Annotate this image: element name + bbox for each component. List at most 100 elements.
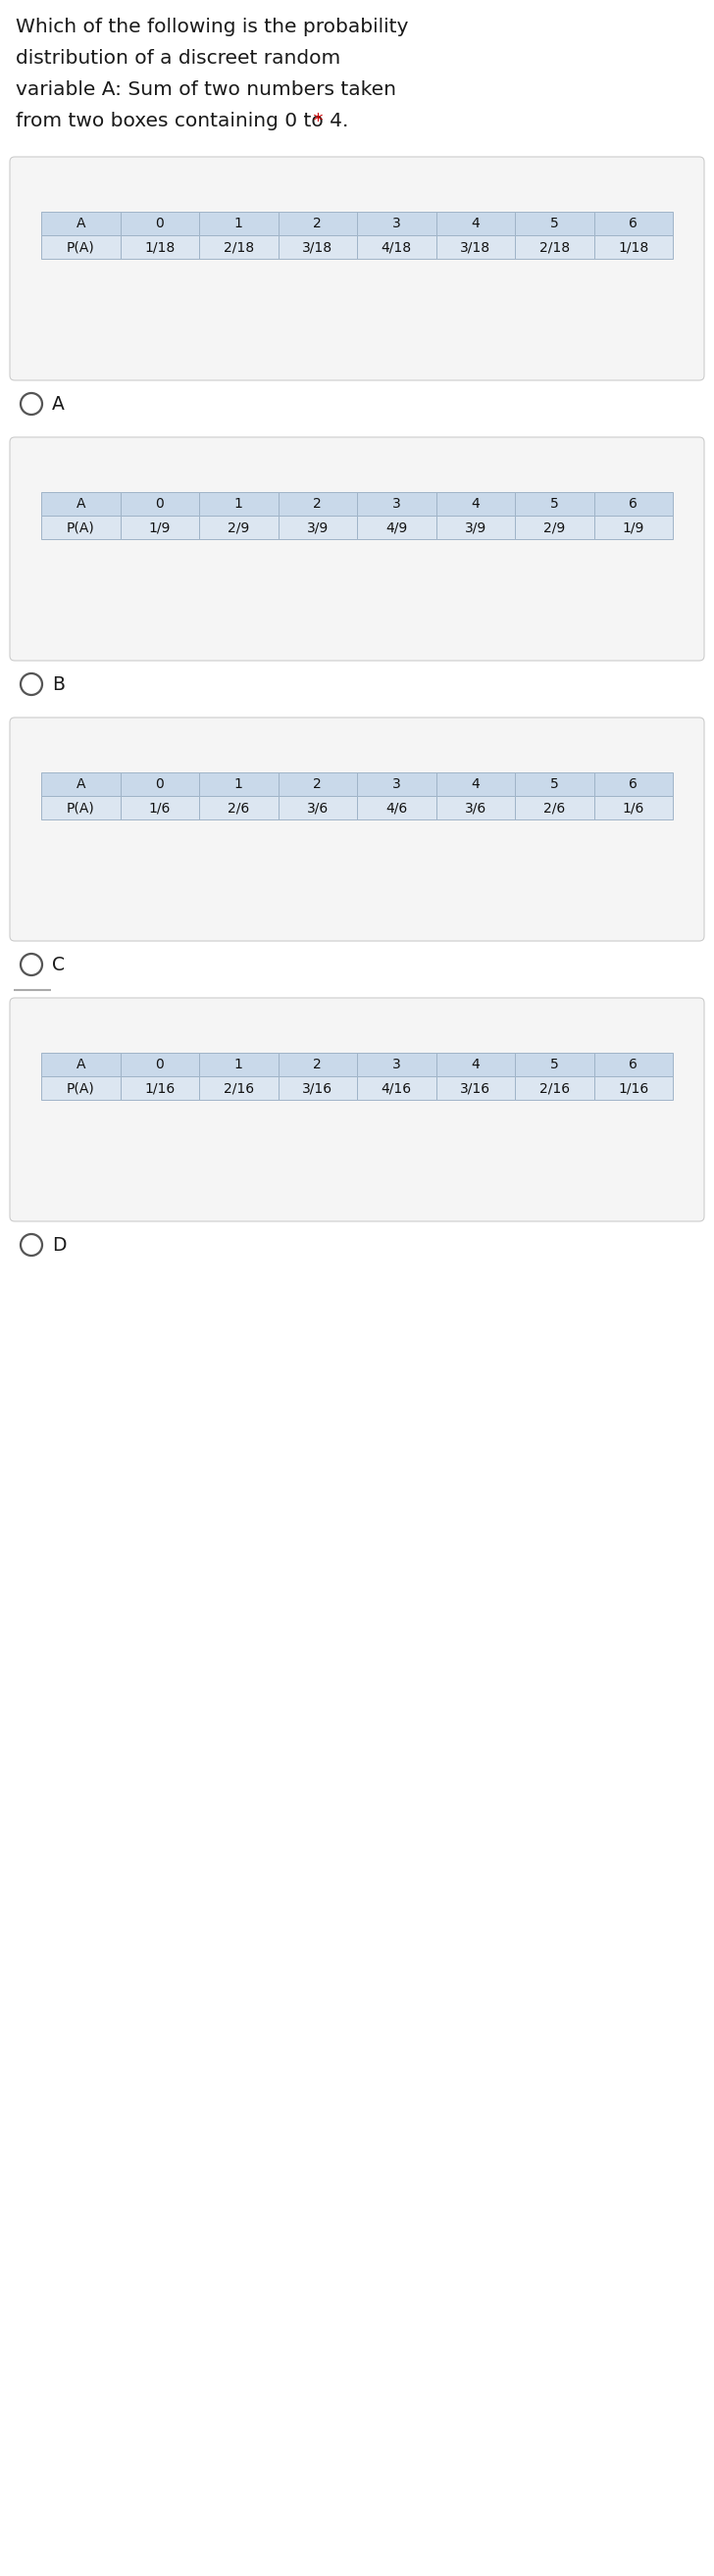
Text: 2: 2	[313, 1059, 322, 1072]
Bar	[515, 492, 594, 515]
Text: 5: 5	[550, 1059, 558, 1072]
Bar	[199, 796, 278, 819]
Text: A: A	[76, 1059, 86, 1072]
Text: 2: 2	[313, 497, 322, 510]
Bar	[515, 1077, 594, 1100]
Text: C: C	[52, 956, 65, 974]
Text: P(A): P(A)	[66, 520, 95, 533]
Text: 1: 1	[234, 1059, 243, 1072]
Bar	[120, 1054, 199, 1077]
FancyBboxPatch shape	[10, 157, 704, 381]
Bar	[515, 773, 594, 796]
Bar	[357, 773, 436, 796]
Bar	[41, 796, 120, 819]
Bar	[41, 211, 120, 234]
Text: 3/6: 3/6	[465, 801, 486, 814]
Bar	[436, 211, 515, 234]
Text: 4/9: 4/9	[386, 520, 408, 533]
Bar	[594, 1054, 673, 1077]
Text: 6: 6	[629, 497, 638, 510]
Bar	[278, 796, 357, 819]
Bar	[515, 234, 594, 258]
Text: 0: 0	[156, 1059, 164, 1072]
Text: 4: 4	[471, 1059, 480, 1072]
FancyBboxPatch shape	[10, 719, 704, 940]
Text: 5: 5	[550, 216, 558, 229]
Text: 5: 5	[550, 778, 558, 791]
Bar	[357, 492, 436, 515]
Bar	[41, 515, 120, 538]
Text: 4/18: 4/18	[381, 240, 412, 255]
Text: 2/16: 2/16	[223, 1082, 254, 1095]
Bar	[515, 796, 594, 819]
Text: 6: 6	[629, 778, 638, 791]
Text: 1: 1	[234, 216, 243, 229]
Bar	[199, 211, 278, 234]
Text: A: A	[76, 216, 86, 229]
Bar	[120, 796, 199, 819]
Bar	[278, 1077, 357, 1100]
Text: 4: 4	[471, 778, 480, 791]
Text: 3/18: 3/18	[460, 240, 491, 255]
Text: 3: 3	[392, 216, 401, 229]
Text: 1/18: 1/18	[144, 240, 175, 255]
Bar	[594, 796, 673, 819]
Bar	[436, 1054, 515, 1077]
Bar	[357, 234, 436, 258]
Text: 1: 1	[234, 497, 243, 510]
Text: P(A): P(A)	[66, 801, 95, 814]
Text: 2/6: 2/6	[228, 801, 249, 814]
Text: 3: 3	[392, 778, 401, 791]
Text: variable A: Sum of two numbers taken: variable A: Sum of two numbers taken	[16, 80, 396, 98]
Text: 6: 6	[629, 1059, 638, 1072]
Bar	[278, 234, 357, 258]
Bar	[357, 515, 436, 538]
Bar	[41, 1077, 120, 1100]
Text: 1/6: 1/6	[623, 801, 644, 814]
Bar	[436, 773, 515, 796]
Text: 1/6: 1/6	[149, 801, 171, 814]
Text: 2/18: 2/18	[223, 240, 254, 255]
Bar	[278, 515, 357, 538]
Bar	[594, 234, 673, 258]
Bar	[594, 773, 673, 796]
Circle shape	[21, 953, 42, 976]
Bar	[120, 211, 199, 234]
Bar	[41, 234, 120, 258]
Text: P(A): P(A)	[66, 240, 95, 255]
Text: 3/18: 3/18	[302, 240, 333, 255]
Text: D: D	[52, 1236, 66, 1255]
Bar	[199, 492, 278, 515]
Circle shape	[21, 394, 42, 415]
Text: 1/16: 1/16	[144, 1082, 175, 1095]
Text: 3/16: 3/16	[302, 1082, 333, 1095]
Text: 2/6: 2/6	[543, 801, 565, 814]
Bar	[436, 234, 515, 258]
Text: 4: 4	[471, 497, 480, 510]
Text: 2/9: 2/9	[228, 520, 249, 533]
Text: 0: 0	[156, 778, 164, 791]
Text: 1/9: 1/9	[623, 520, 644, 533]
Bar	[515, 211, 594, 234]
Text: 6: 6	[629, 216, 638, 229]
FancyBboxPatch shape	[10, 438, 704, 659]
Bar	[41, 773, 120, 796]
Text: distribution of a discreet random: distribution of a discreet random	[16, 49, 341, 67]
Bar	[594, 492, 673, 515]
Bar	[515, 1054, 594, 1077]
Bar	[120, 515, 199, 538]
Bar	[120, 234, 199, 258]
Text: 5: 5	[550, 497, 558, 510]
Text: variable A: Sum of two numbers taken: variable A: Sum of two numbers taken	[16, 80, 396, 98]
FancyBboxPatch shape	[10, 997, 704, 1221]
Text: P(A): P(A)	[66, 1082, 95, 1095]
Bar	[120, 492, 199, 515]
Text: from two boxes containing 0 to 4.: from two boxes containing 0 to 4.	[16, 111, 348, 131]
Text: 1/9: 1/9	[149, 520, 171, 533]
Bar	[120, 773, 199, 796]
Bar	[199, 1054, 278, 1077]
Text: 2/16: 2/16	[539, 1082, 570, 1095]
Bar	[278, 492, 357, 515]
Text: 3/9: 3/9	[306, 520, 328, 533]
Bar	[199, 515, 278, 538]
